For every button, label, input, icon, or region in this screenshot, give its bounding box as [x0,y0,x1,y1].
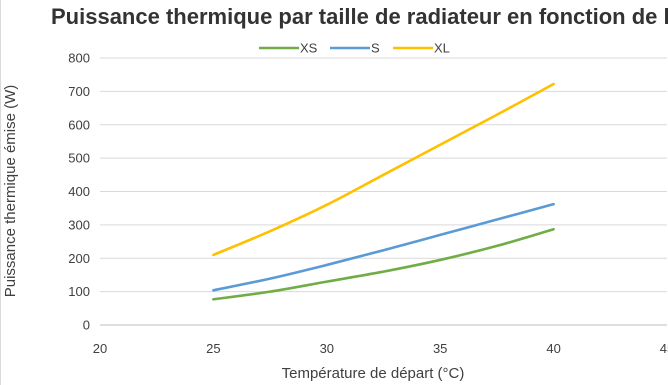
legend-label-xl: XL [434,41,450,56]
series-line-xl [212,82,555,257]
y-tick-label: 100 [68,284,90,299]
y-axis-ticks: 0 100 200 300 400 500 600 700 800 [68,51,90,333]
y-tick-label: 300 [68,217,90,232]
x-axis-ticks: 20 25 30 35 40 45 [93,341,668,356]
x-tick-label: 20 [93,341,107,356]
x-tick-label: 30 [320,341,334,356]
x-tick-label: 45 [660,341,668,356]
legend-label-s: S [371,41,380,56]
series-line-xs [212,227,555,301]
y-tick-label: 500 [68,151,90,166]
legend-label-xs: XS [300,41,318,56]
chart-title: Puissance thermique par taille de radiat… [51,4,668,29]
y-tick-label: 0 [83,318,90,333]
gridlines [100,57,667,326]
y-tick-label: 200 [68,251,90,266]
legend: XS S XL [259,41,450,56]
y-tick-label: 400 [68,184,90,199]
x-tick-label: 35 [433,341,447,356]
y-tick-label: 700 [68,84,90,99]
series-line-s [212,202,555,292]
series-lines [212,82,555,301]
y-tick-label: 800 [68,51,90,66]
x-axis-label: Température de départ (°C) [282,365,465,382]
y-axis-label: Puissance thermique émise (W) [2,85,19,298]
y-tick-label: 600 [68,117,90,132]
x-tick-label: 25 [206,341,220,356]
x-tick-label: 40 [546,341,560,356]
